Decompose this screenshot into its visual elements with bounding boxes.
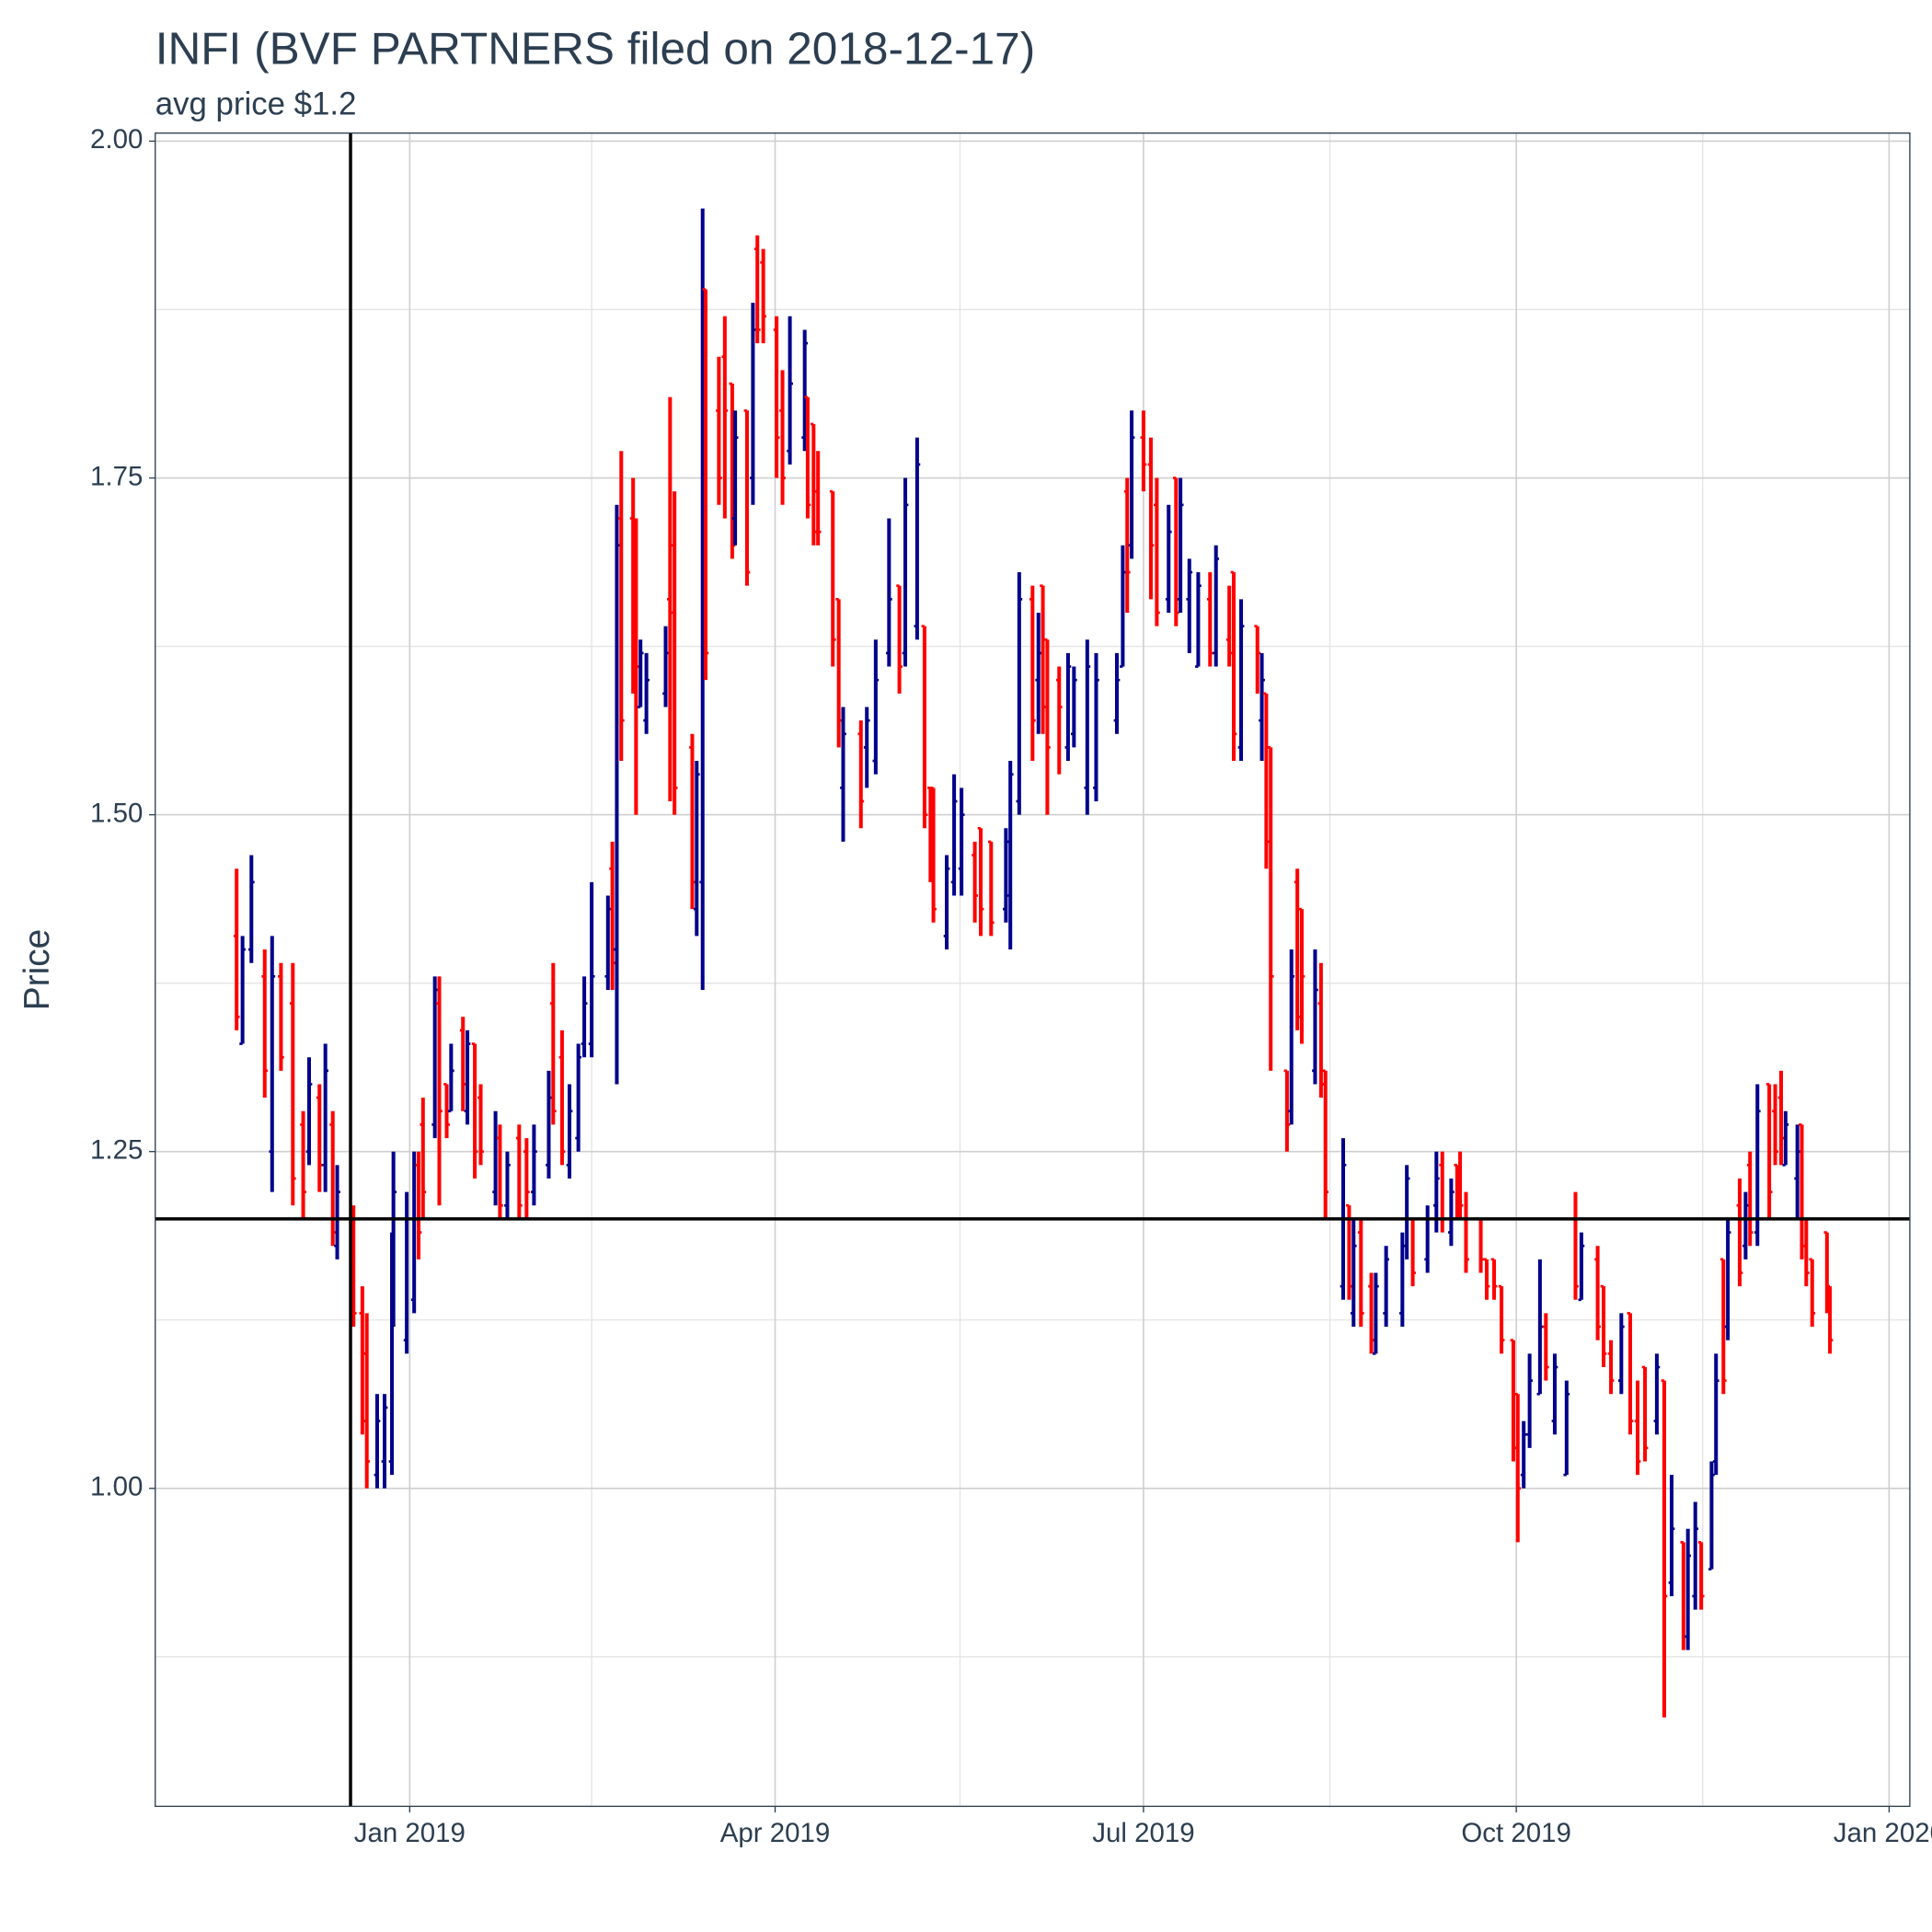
- x-tick-label: Jan 2019: [354, 1818, 466, 1848]
- y-axis-label: Price: [17, 929, 57, 1010]
- chart-title: INFI (BVF PARTNERS filed on 2018-12-17): [155, 23, 1035, 75]
- y-tick-label: 1.75: [90, 461, 143, 491]
- y-tick-label: 2.00: [90, 124, 143, 155]
- y-tick-label: 1.00: [90, 1472, 143, 1502]
- y-tick-label: 1.25: [90, 1134, 143, 1165]
- x-tick-label: Apr 2019: [720, 1818, 831, 1848]
- x-tick-label: Oct 2019: [1461, 1818, 1571, 1848]
- y-tick-label: 1.50: [90, 798, 143, 828]
- x-tick-label: Jan 2020: [1834, 1818, 1932, 1848]
- chart-subtitle: avg price $1.2: [155, 86, 357, 122]
- panel-border: [155, 132, 1911, 1808]
- x-tick-label: Jul 2019: [1092, 1818, 1194, 1848]
